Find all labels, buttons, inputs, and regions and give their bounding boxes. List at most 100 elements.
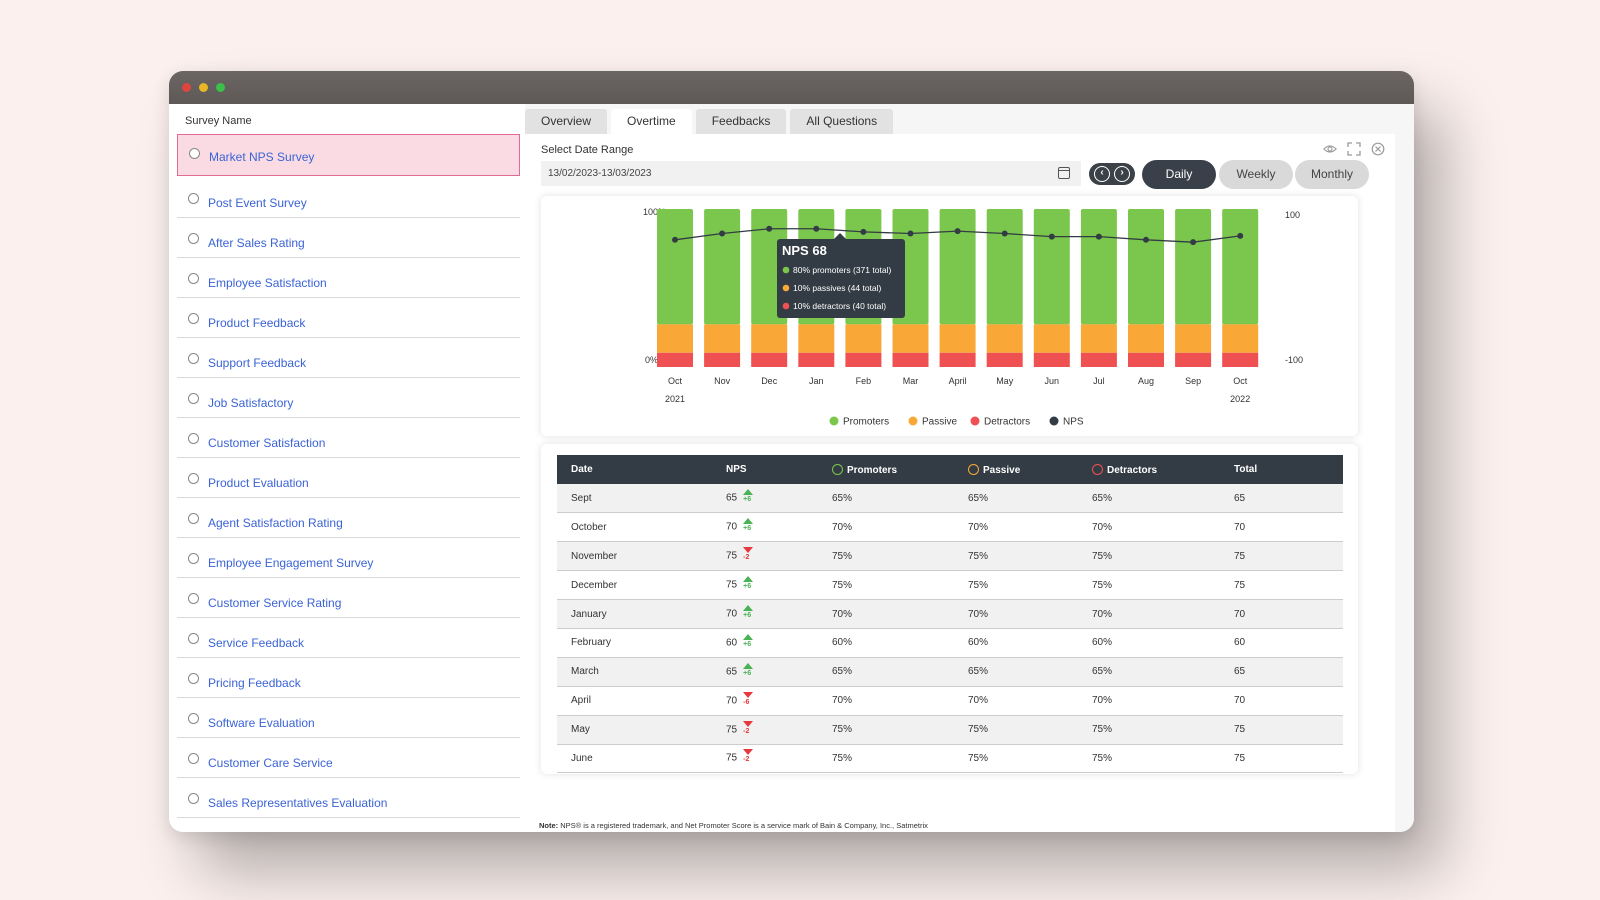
- radio-button[interactable]: [188, 273, 199, 284]
- radio-button[interactable]: [188, 633, 199, 644]
- table-row: May 75 -2 75% 75% 75% 75: [557, 715, 1343, 745]
- panel-toolbar: [1323, 142, 1385, 156]
- tab-feedbacks[interactable]: Feedbacks: [695, 109, 787, 134]
- cell-passive: 70%: [968, 695, 989, 707]
- passive-bar: [845, 324, 882, 353]
- survey-item[interactable]: Customer Satisfaction: [177, 418, 520, 458]
- radio-button[interactable]: [188, 233, 199, 244]
- tab-overtime[interactable]: Overtime: [611, 109, 692, 134]
- tooltip-arrow: [834, 233, 846, 239]
- passive-face-icon: [968, 463, 979, 475]
- cell-detractors: 65%: [1092, 666, 1113, 678]
- survey-item[interactable]: Support Feedback: [177, 338, 520, 378]
- next-period-icon[interactable]: ›: [1114, 166, 1130, 182]
- promoters-bar: [704, 209, 741, 325]
- survey-item[interactable]: Software Evaluation: [177, 698, 520, 738]
- table-row: October 70 +6 70% 70% 70% 70: [557, 513, 1343, 542]
- survey-item[interactable]: Agent Satisfaction Rating: [177, 498, 520, 538]
- daily-button[interactable]: Daily: [1142, 160, 1216, 189]
- close-window-button[interactable]: [182, 83, 191, 92]
- trend-up-icon: +6: [741, 662, 757, 681]
- radio-button[interactable]: [188, 193, 199, 204]
- fullscreen-icon[interactable]: [1347, 142, 1361, 156]
- radio-button[interactable]: [188, 313, 199, 324]
- prev-period-icon[interactable]: ‹: [1094, 166, 1110, 182]
- passive-bar: [986, 324, 1023, 353]
- tooltip-line: 10% passives (44 total): [793, 283, 882, 293]
- survey-label: Employee Satisfaction: [208, 276, 327, 290]
- radio-button[interactable]: [188, 473, 199, 484]
- minimize-window-button[interactable]: [199, 83, 208, 92]
- survey-item[interactable]: Market NPS Survey: [177, 134, 520, 176]
- promoters-bar: [1033, 209, 1070, 325]
- date-range-input[interactable]: [541, 161, 1081, 186]
- cell-passive: 75%: [968, 579, 989, 591]
- tab-bar: Overview Overtime Feedbacks All Question…: [525, 109, 897, 134]
- radio-button[interactable]: [188, 433, 199, 444]
- cell-detractors: 70%: [1092, 521, 1113, 533]
- radio-button[interactable]: [188, 593, 199, 604]
- cell-passive: 70%: [968, 521, 989, 533]
- maximize-window-button[interactable]: [216, 83, 225, 92]
- nps-point: [954, 228, 961, 235]
- x-tick-label: Mar: [903, 376, 919, 386]
- close-icon[interactable]: [1371, 142, 1385, 156]
- radio-button[interactable]: [188, 513, 199, 524]
- promoters-bar: [939, 209, 976, 325]
- survey-label: Post Event Survey: [208, 196, 307, 210]
- note-text: NPS® is a registered trademark, and Net …: [539, 821, 928, 832]
- table-row: December 75 +6 75% 75% 75% 75: [557, 571, 1343, 600]
- survey-item[interactable]: Pricing Feedback: [177, 658, 520, 698]
- cell-total: 65: [1234, 666, 1246, 678]
- survey-item[interactable]: Employee Engagement Survey: [177, 538, 520, 578]
- radio-button[interactable]: [188, 793, 199, 804]
- nps-chart-card: 100% 0% 100 -100 Oct Nov Dec Jan Feb Mar April May J…: [541, 196, 1358, 436]
- nps-point: [1143, 236, 1149, 243]
- cell-date: November: [571, 550, 618, 562]
- promoters-bar: [986, 209, 1023, 325]
- x-tick-label: Oct: [1233, 376, 1248, 386]
- radio-button[interactable]: [188, 393, 199, 404]
- cell-passive: 65%: [968, 666, 989, 678]
- cell-date: December: [571, 579, 618, 591]
- legend-swatch: [970, 416, 980, 426]
- radio-button[interactable]: [188, 673, 199, 684]
- survey-item[interactable]: Customer Care Service: [177, 738, 520, 778]
- detractors-bar: [1222, 352, 1259, 367]
- radio-button[interactable]: [188, 553, 199, 564]
- calendar-icon[interactable]: [1058, 167, 1070, 179]
- cell-total: 75: [1234, 579, 1246, 591]
- tab-all-questions[interactable]: All Questions: [790, 109, 894, 134]
- tooltip-line: 80% promoters (371 total): [793, 265, 891, 275]
- survey-item[interactable]: Service Feedback: [177, 618, 520, 658]
- survey-item[interactable]: Employee Satisfaction: [177, 258, 520, 298]
- survey-item[interactable]: Job Satisfactory: [177, 378, 520, 418]
- legend-label: Detractors: [984, 417, 1030, 428]
- radio-button[interactable]: [188, 713, 199, 724]
- promoters-bar: [657, 209, 693, 325]
- passive-bar: [657, 324, 693, 353]
- survey-item[interactable]: After Sales Rating: [177, 218, 520, 258]
- detractors-bar: [892, 352, 929, 367]
- table-row: February 60 +6 60% 60% 60% 60: [557, 628, 1343, 658]
- eye-icon[interactable]: [1323, 142, 1337, 156]
- radio-button[interactable]: [188, 753, 199, 764]
- radio-button[interactable]: [189, 148, 200, 159]
- survey-item[interactable]: Sales Representatives Evaluation: [177, 778, 520, 818]
- x-tick-label: Dec: [761, 376, 778, 386]
- survey-item[interactable]: Customer Service Rating: [177, 578, 520, 618]
- survey-item[interactable]: Product Evaluation: [177, 458, 520, 498]
- legend-label: Passive: [922, 417, 957, 428]
- monthly-button[interactable]: Monthly: [1295, 160, 1369, 189]
- detractors-bar: [657, 352, 693, 367]
- cell-date: March: [571, 666, 599, 678]
- nps-point: [1095, 233, 1102, 240]
- weekly-button[interactable]: Weekly: [1219, 160, 1293, 189]
- title-bar: [169, 71, 1414, 104]
- survey-item[interactable]: Post Event Survey: [177, 178, 520, 218]
- cell-promoters: 75%: [832, 724, 853, 736]
- x-tick-label: May: [996, 376, 1014, 386]
- survey-item[interactable]: Product Feedback: [177, 298, 520, 338]
- radio-button[interactable]: [188, 353, 199, 364]
- tab-overview[interactable]: Overview: [525, 109, 608, 134]
